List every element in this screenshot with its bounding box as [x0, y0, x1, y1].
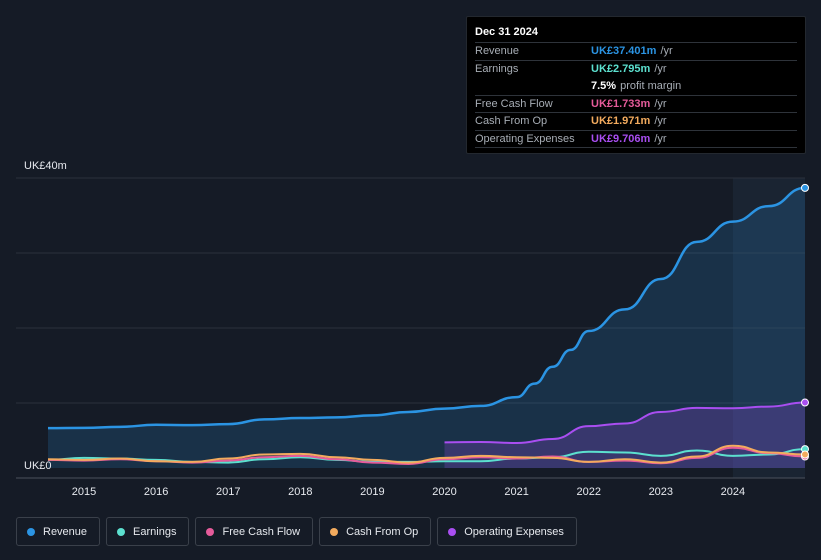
legend-label: Revenue [43, 525, 88, 538]
chart-area: 2015 2016 2017 2018 2019 2020 2021 2022 2023 2024 [16, 177, 809, 498]
x-tick-label: 2019 [360, 486, 384, 498]
tooltip-row-fcf: Free Cash Flow UK£1.733m /yr [475, 96, 797, 113]
profit-margin-value: 7.5% [591, 80, 617, 92]
x-tick-label: 2015 [72, 486, 96, 498]
operating-expenses-line [444, 401, 806, 445]
operating-expenses-endpoint [801, 398, 809, 407]
tooltip-value: UK£1.733m [591, 97, 651, 110]
x-tick-label: 2021 [504, 486, 528, 498]
cash-from-op-line [47, 444, 806, 464]
legend-dot-icon [27, 527, 35, 536]
tooltip-unit: /yr [654, 97, 667, 110]
series-endpoints [801, 183, 809, 461]
tooltip-label: Revenue [475, 45, 520, 57]
x-tick-label: 2024 [721, 486, 745, 498]
y-axis-top-label: UK£40m [24, 160, 67, 172]
x-tick-label: 2017 [216, 486, 240, 498]
tooltip-label: Operating Expenses [475, 132, 575, 145]
legend-item-earnings[interactable]: Earnings [106, 517, 190, 546]
tooltip-value: UK£1.971m [591, 115, 651, 127]
tooltip-unit: /yr [660, 45, 673, 57]
legend-dot-icon [330, 527, 339, 536]
x-tick-label: 2018 [288, 486, 312, 498]
gridlines [16, 177, 805, 479]
revenue-endpoint [801, 183, 809, 192]
legend-dot-icon [448, 527, 457, 536]
tooltip-value: UK£37.401m [591, 45, 657, 57]
tooltip-row-revenue: Revenue UK£37.401m /yr [475, 43, 797, 61]
revenue-area [48, 187, 805, 468]
tooltip-label: Earnings [475, 62, 519, 75]
legend-label: Operating Expenses [464, 525, 564, 538]
legend-item-cash-from-op[interactable]: Cash From Op [319, 517, 432, 546]
tooltip-row-earnings: Earnings UK£2.795m /yr [475, 61, 797, 79]
x-tick-label: 2022 [576, 486, 600, 498]
tooltip-date: Dec 31 2024 [475, 25, 797, 43]
profit-margin-label: profit margin [620, 80, 682, 92]
tooltip-value: UK£2.795m [591, 62, 651, 75]
x-tick-label: 2016 [144, 486, 168, 498]
tooltip-label: Cash From Op [475, 115, 548, 127]
y-axis-bottom-label: UK£0 [24, 460, 52, 472]
legend-item-free-cash-flow[interactable]: Free Cash Flow [195, 517, 314, 546]
legend-label: Free Cash Flow [222, 525, 301, 538]
x-tick-label: 2020 [432, 486, 456, 498]
tooltip-label: Free Cash Flow [475, 97, 553, 110]
tooltip-label [475, 78, 591, 95]
tooltip-row-opex: Operating Expenses UK£9.706m /yr [475, 131, 797, 148]
legend-label: Cash From Op [346, 525, 419, 538]
tooltip: Dec 31 2024 Revenue UK£37.401m /yr Earni… [466, 16, 806, 154]
legend-item-operating-expenses[interactable]: Operating Expenses [437, 517, 577, 546]
legend-label: Earnings [133, 525, 177, 538]
legend: Revenue Earnings Free Cash Flow Cash Fro… [16, 517, 577, 546]
legend-dot-icon [117, 527, 126, 536]
legend-dot-icon [206, 527, 215, 536]
legend-item-revenue[interactable]: Revenue [16, 517, 101, 546]
x-axis-ticks: 2015 2016 2017 2018 2019 2020 2021 2022 2023 2024 [72, 486, 745, 498]
series-lines [47, 186, 806, 465]
tooltip-row-cfo: Cash From Op UK£1.971m /yr [475, 113, 797, 131]
revenue-line [47, 186, 806, 430]
tooltip-unit: /yr [654, 62, 667, 75]
x-tick-label: 2023 [649, 486, 673, 498]
tooltip-unit: /yr [654, 132, 667, 145]
tooltip-row-margin: 7.5% profit margin [475, 78, 797, 96]
tooltip-value: UK£9.706m [591, 132, 651, 145]
cash-from-op-endpoint [801, 450, 809, 459]
tooltip-unit: /yr [654, 115, 667, 127]
